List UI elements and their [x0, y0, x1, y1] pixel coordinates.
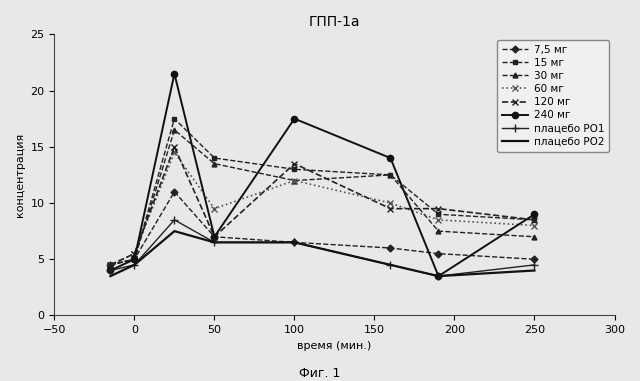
- Line: 120 мг: 120 мг: [108, 144, 538, 268]
- 120 мг: [531, 218, 538, 222]
- Line: 30 мг: 30 мг: [108, 128, 537, 267]
- 240 мг: [387, 156, 394, 160]
- 60 мг: [387, 201, 394, 205]
- плацебо РО1: [107, 268, 115, 273]
- плацебо РО2: [211, 240, 218, 245]
- 15 мг: [435, 212, 442, 216]
- плацебо РО2: [387, 263, 394, 267]
- плацебо РО2: [291, 240, 298, 245]
- 15 мг: [387, 173, 394, 177]
- Title: ГПП-1а: ГПП-1а: [308, 15, 360, 29]
- плацебо РО2: [107, 274, 115, 279]
- 240 мг: [171, 71, 179, 76]
- Line: плацебо РО1: плацебо РО1: [107, 216, 538, 280]
- 7,5 мг: [131, 257, 138, 261]
- 240 мг: [211, 234, 218, 239]
- 15 мг: [211, 156, 218, 160]
- Line: плацебо РО2: плацебо РО2: [111, 231, 534, 276]
- 15 мг: [531, 218, 538, 222]
- 120 мг: [107, 263, 115, 267]
- плацебо РО1: [531, 263, 538, 267]
- Line: 240 мг: 240 мг: [108, 70, 538, 279]
- 30 мг: [435, 229, 442, 234]
- 60 мг: [531, 223, 538, 228]
- 240 мг: [107, 268, 115, 273]
- плацебо РО1: [387, 263, 394, 267]
- 120 мг: [211, 234, 218, 239]
- 7,5 мг: [387, 246, 394, 250]
- 7,5 мг: [291, 240, 298, 245]
- 120 мг: [387, 207, 394, 211]
- 240 мг: [435, 274, 442, 279]
- плацебо РО2: [171, 229, 179, 234]
- 120 мг: [435, 207, 442, 211]
- 120 мг: [291, 162, 298, 166]
- 60 мг: [291, 178, 298, 183]
- 60 мг: [131, 251, 138, 256]
- 240 мг: [531, 212, 538, 216]
- 15 мг: [131, 257, 138, 261]
- Y-axis label: концентрация: концентрация: [15, 133, 25, 217]
- 60 мг: [171, 150, 179, 155]
- плацебо РО2: [531, 268, 538, 273]
- Legend: 7,5 мг, 15 мг, 30 мг, 60 мг, 120 мг, 240 мг, плацебо РО1, плацебо РО2: 7,5 мг, 15 мг, 30 мг, 60 мг, 120 мг, 240…: [497, 40, 609, 152]
- 7,5 мг: [531, 257, 538, 261]
- 7,5 мг: [435, 251, 442, 256]
- 15 мг: [291, 167, 298, 171]
- плацебо РО1: [211, 240, 218, 245]
- 60 мг: [107, 263, 115, 267]
- Line: 15 мг: 15 мг: [108, 116, 537, 267]
- 240 мг: [131, 257, 138, 261]
- 30 мг: [387, 173, 394, 177]
- 30 мг: [291, 178, 298, 183]
- плацебо РО1: [171, 218, 179, 222]
- 60 мг: [435, 218, 442, 222]
- 15 мг: [171, 116, 179, 121]
- плацебо РО1: [131, 263, 138, 267]
- плацебо РО1: [291, 240, 298, 245]
- 30 мг: [211, 162, 218, 166]
- 240 мг: [291, 116, 298, 121]
- 7,5 мг: [107, 263, 115, 267]
- 30 мг: [531, 234, 538, 239]
- плацебо РО2: [435, 274, 442, 279]
- 30 мг: [131, 257, 138, 261]
- 60 мг: [211, 207, 218, 211]
- 120 мг: [131, 251, 138, 256]
- X-axis label: время (мин.): время (мин.): [298, 341, 372, 351]
- плацебо РО1: [435, 274, 442, 279]
- 120 мг: [171, 144, 179, 149]
- 7,5 мг: [171, 189, 179, 194]
- Line: 7,5 мг: 7,5 мг: [108, 189, 537, 267]
- Line: 60 мг: 60 мг: [108, 149, 538, 268]
- плацебо РО2: [131, 263, 138, 267]
- 7,5 мг: [211, 234, 218, 239]
- 30 мг: [107, 263, 115, 267]
- Text: Фиг. 1: Фиг. 1: [300, 367, 340, 380]
- 15 мг: [107, 263, 115, 267]
- 30 мг: [171, 128, 179, 132]
